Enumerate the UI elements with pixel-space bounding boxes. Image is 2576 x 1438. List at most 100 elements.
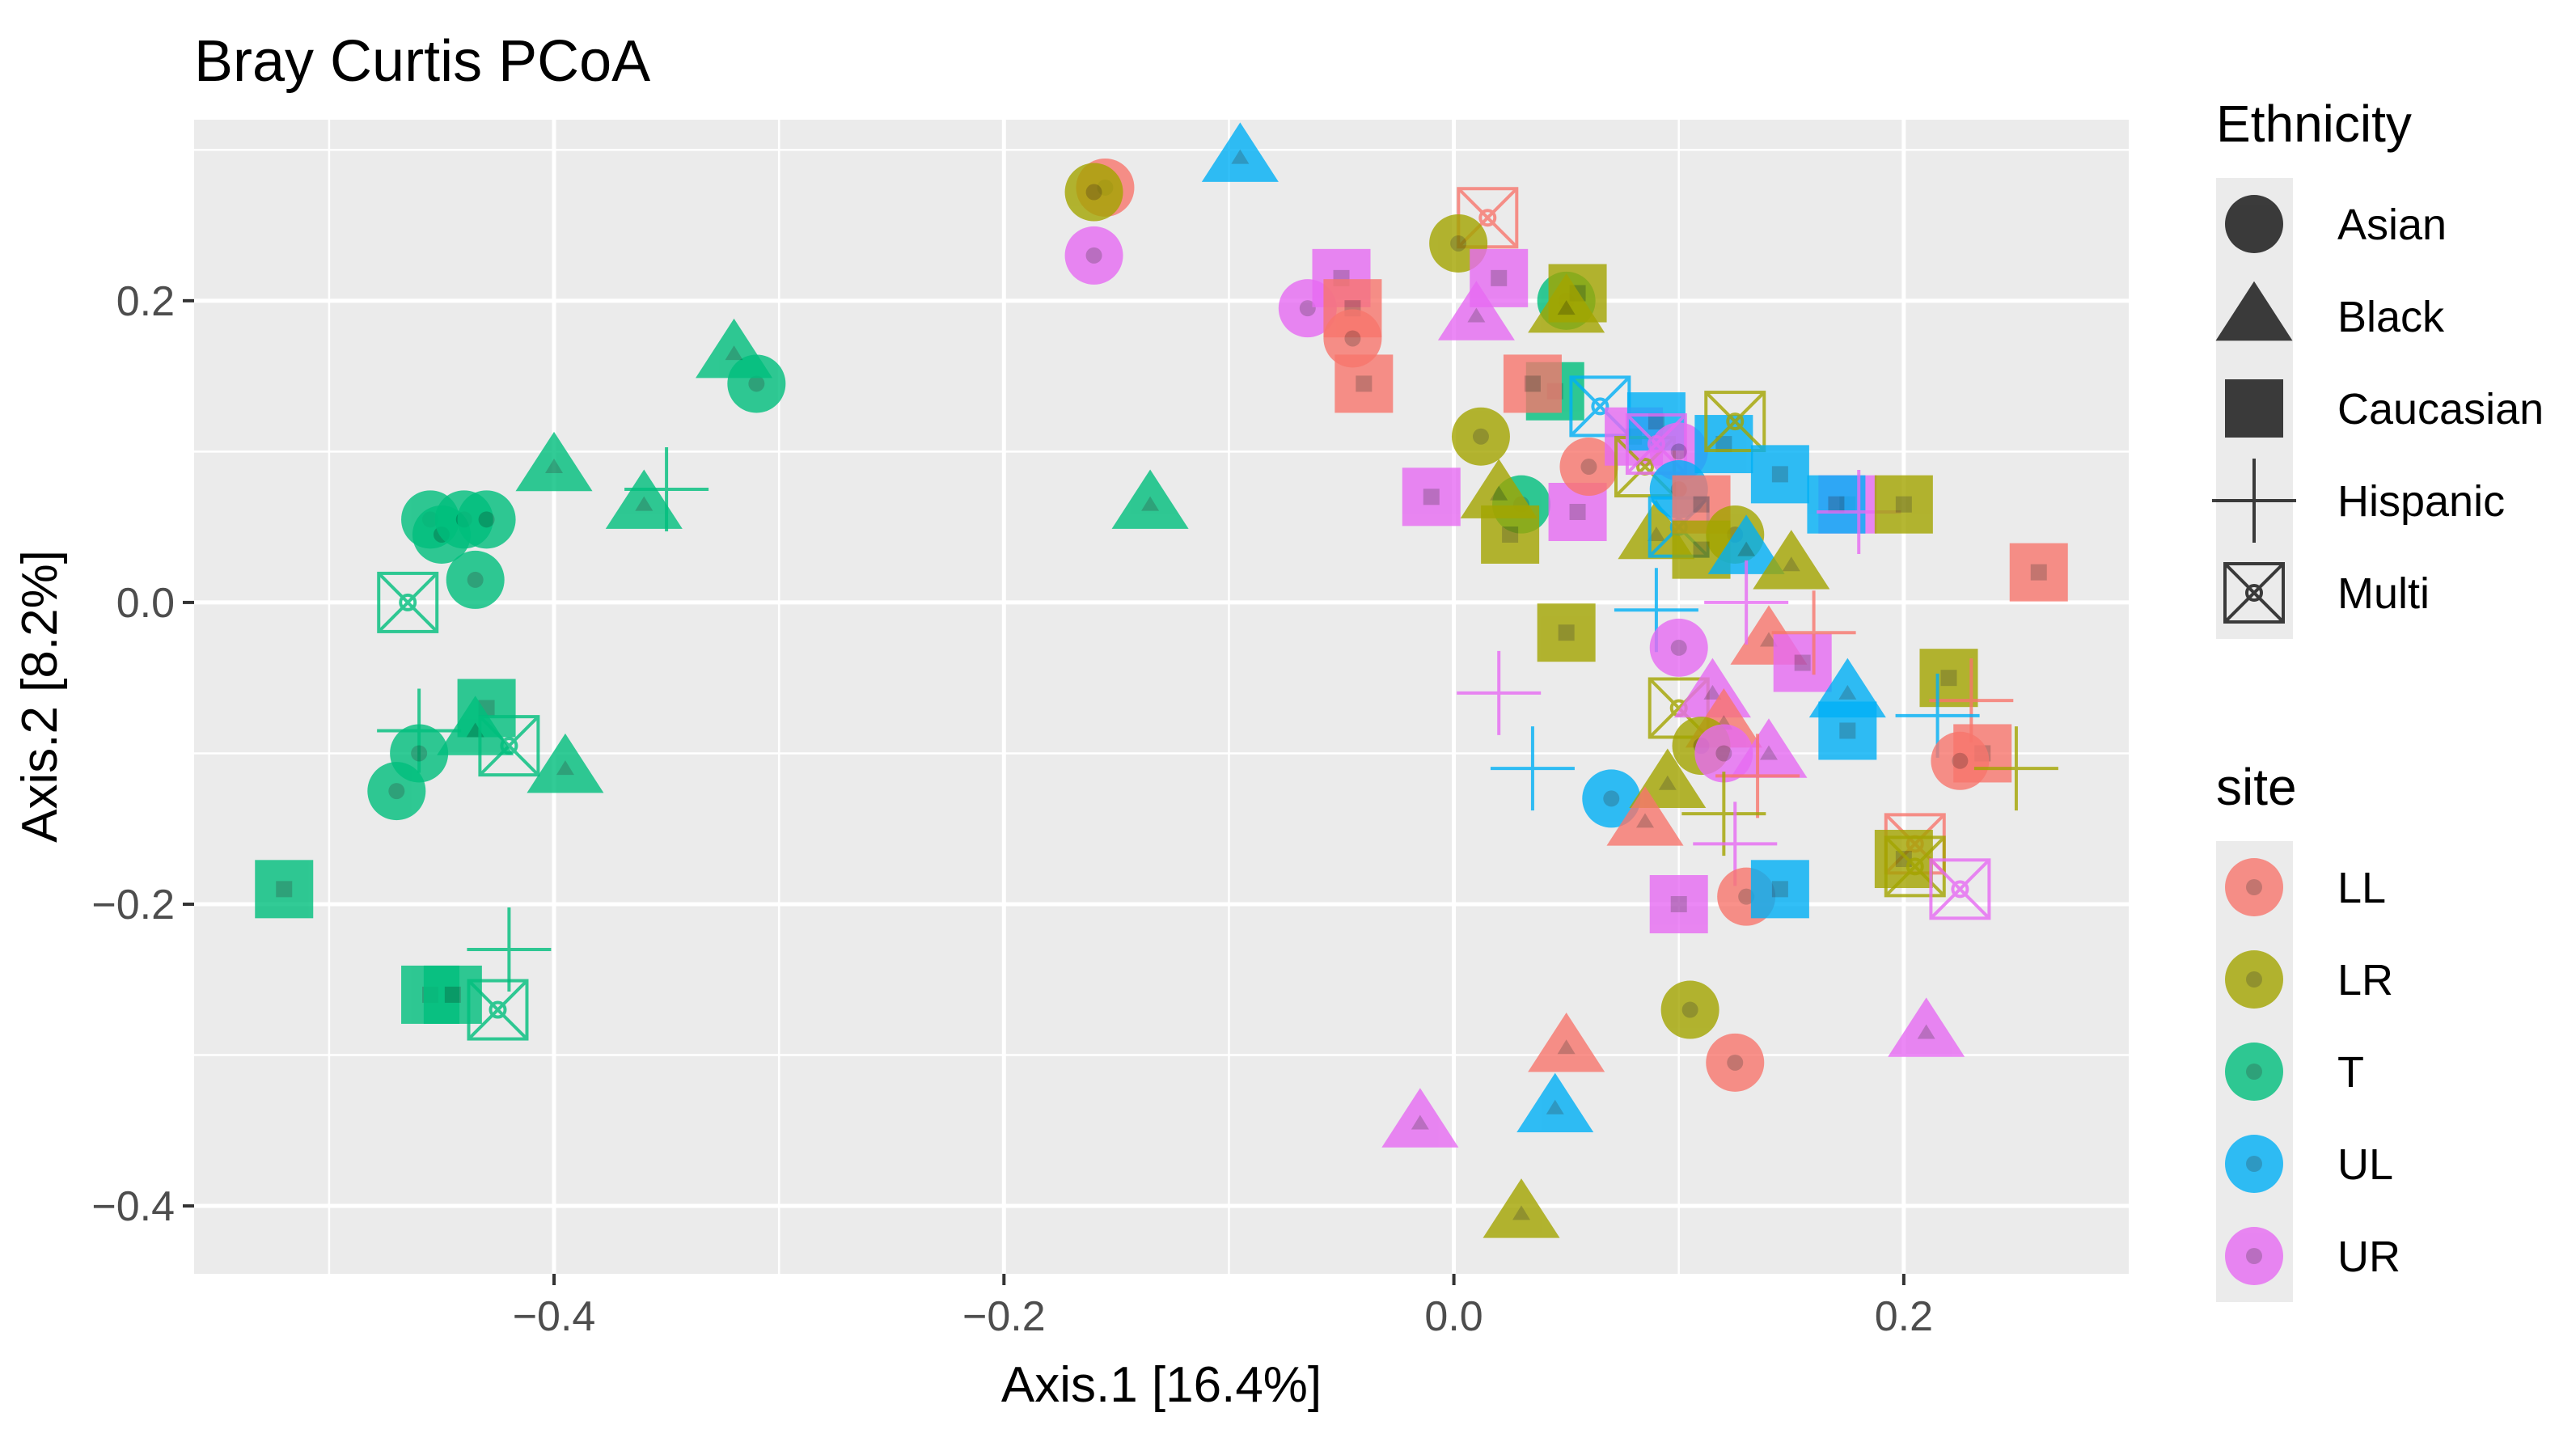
square-marker: [2009, 543, 2068, 602]
data-point: [367, 762, 426, 821]
data-point: [1490, 726, 1575, 811]
data-point: [696, 318, 773, 379]
data-point: [1931, 731, 1990, 790]
data-point: [1773, 633, 1832, 692]
square-inner: [1670, 895, 1687, 912]
square-inner: [444, 986, 461, 1003]
triangle-marker: [1483, 1178, 1560, 1238]
data-point: [1715, 734, 1800, 818]
multi-center: [489, 1000, 507, 1019]
square-marker: [1874, 475, 1933, 534]
square-marker: [1919, 649, 1978, 708]
data-point: [1451, 407, 1510, 466]
data-point: [1750, 860, 1809, 919]
multi-diag-2: [1884, 835, 1946, 897]
square-marker: [255, 860, 314, 919]
legend-key-square: [2225, 379, 2283, 438]
triangle-marker: [605, 469, 683, 529]
triangle-inner: [1737, 541, 1756, 556]
data-point: [624, 447, 709, 532]
data-point: [1483, 1178, 1560, 1238]
square-marker: [2225, 379, 2283, 438]
data-point: [1704, 391, 1766, 453]
data-point: [1528, 273, 1605, 333]
square-marker: [423, 965, 482, 1024]
circle-marker: [2225, 950, 2283, 1009]
triangle-marker: [1516, 1072, 1594, 1133]
triangle-marker: [1201, 122, 1279, 182]
legend-label: Asian: [2337, 201, 2447, 249]
circle-inner-dot: [1727, 1054, 1744, 1071]
square-marker: [1750, 445, 1809, 504]
data-point: [1323, 309, 1382, 368]
data-point: [1888, 997, 1965, 1057]
square-marker: [1537, 603, 1596, 662]
axes: −0.4 −0.2 0.0 0.2 −0.4 −0.2 0.0 0.2: [91, 278, 1933, 1340]
data-point: [457, 490, 516, 549]
multi-diag-2: [1929, 858, 1990, 920]
triangle-inner: [1546, 1099, 1564, 1114]
data-point: [1929, 858, 1991, 920]
data-point: [1649, 618, 1708, 677]
data-point: [1973, 726, 2058, 811]
triangle-marker: [1753, 530, 1830, 590]
y-tick-label: −0.2: [91, 882, 175, 928]
triangle-marker: [1528, 1012, 1605, 1072]
circle-marker: [446, 550, 505, 609]
legend-label: Caucasian: [2337, 385, 2544, 434]
circle-marker: [1451, 407, 1510, 466]
square-marker: [1807, 475, 1866, 534]
data-point: [1707, 514, 1785, 574]
data-point: [1750, 445, 1809, 504]
circle-marker: [457, 490, 516, 549]
multi-center: [1951, 880, 1969, 899]
y-tick-label: 0.2: [116, 278, 175, 325]
legend-label: LR: [2337, 956, 2393, 1004]
multi-center: [2245, 584, 2263, 602]
data-point: [467, 979, 529, 1041]
multi-center: [1726, 412, 1745, 431]
triangle-marker: [1460, 459, 1538, 518]
data-point: [1460, 459, 1538, 518]
triangle-marker: [696, 318, 773, 379]
circle-inner-dot: [1715, 745, 1732, 762]
triangle-inner: [1557, 300, 1576, 315]
triangle-inner: [1759, 745, 1778, 760]
triangle-marker: [1437, 281, 1515, 340]
triangle-inner: [545, 459, 564, 474]
data-point: [255, 860, 314, 919]
triangle-inner: [1231, 149, 1250, 164]
square-inner: [1895, 496, 1912, 513]
circle-inner-dot: [467, 571, 484, 588]
circle-marker: [2225, 195, 2283, 253]
circle-inner-dot: [1670, 443, 1687, 460]
y-tick-label: −0.4: [91, 1183, 175, 1230]
data-point: [1694, 415, 1753, 474]
data-point: [478, 715, 540, 777]
circle-inner-dot: [1603, 790, 1620, 807]
multi-box: [478, 715, 540, 777]
data-point: [515, 431, 593, 492]
legend-label: Black: [2337, 293, 2445, 341]
grid-lines: [194, 120, 2129, 1274]
data-point: [1730, 718, 1808, 778]
triangle-inner: [725, 345, 743, 361]
triangle-inner: [1490, 485, 1508, 501]
data-point: [467, 907, 552, 992]
square-inner: [1693, 496, 1710, 513]
circle-inner-dot: [2246, 1156, 2262, 1172]
triangle-inner: [1557, 1039, 1576, 1055]
data-point: [605, 469, 683, 529]
circle-marker: [1582, 769, 1641, 828]
data-point: [1481, 505, 1540, 564]
legend-key-site: [2225, 1043, 2283, 1101]
legend-label: LL: [2337, 864, 2386, 912]
circle-inner-dot: [388, 783, 405, 800]
triangle-inner: [1759, 632, 1778, 647]
triangle-inner: [1782, 556, 1800, 572]
data-point: [1753, 530, 1830, 590]
data-point: [1706, 1033, 1765, 1092]
data-point: [1402, 467, 1461, 527]
triangle-marker: [1528, 273, 1605, 333]
